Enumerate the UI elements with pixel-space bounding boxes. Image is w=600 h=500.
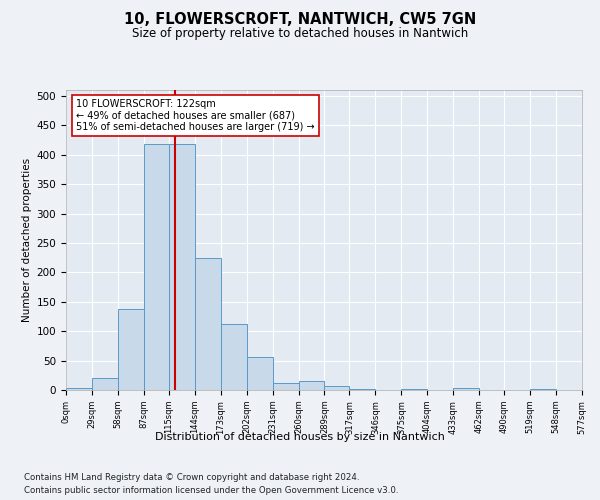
Bar bbox=[453, 388, 479, 390]
Bar bbox=[92, 378, 118, 390]
Text: Contains HM Land Registry data © Crown copyright and database right 2024.: Contains HM Land Registry data © Crown c… bbox=[24, 472, 359, 482]
Bar bbox=[118, 309, 144, 390]
Text: 10, FLOWERSCROFT, NANTWICH, CW5 7GN: 10, FLOWERSCROFT, NANTWICH, CW5 7GN bbox=[124, 12, 476, 28]
Bar bbox=[401, 389, 427, 390]
Bar bbox=[325, 386, 349, 390]
Bar bbox=[169, 144, 195, 390]
Bar bbox=[247, 357, 272, 390]
Bar bbox=[221, 324, 247, 390]
Text: Distribution of detached houses by size in Nantwich: Distribution of detached houses by size … bbox=[155, 432, 445, 442]
Bar bbox=[195, 258, 221, 390]
Bar bbox=[66, 388, 92, 390]
Bar bbox=[144, 144, 169, 390]
Bar bbox=[299, 381, 325, 390]
Text: 10 FLOWERSCROFT: 122sqm
← 49% of detached houses are smaller (687)
51% of semi-d: 10 FLOWERSCROFT: 122sqm ← 49% of detache… bbox=[76, 99, 315, 132]
Bar bbox=[272, 383, 299, 390]
Y-axis label: Number of detached properties: Number of detached properties bbox=[22, 158, 32, 322]
Text: Contains public sector information licensed under the Open Government Licence v3: Contains public sector information licen… bbox=[24, 486, 398, 495]
Text: Size of property relative to detached houses in Nantwich: Size of property relative to detached ho… bbox=[132, 28, 468, 40]
